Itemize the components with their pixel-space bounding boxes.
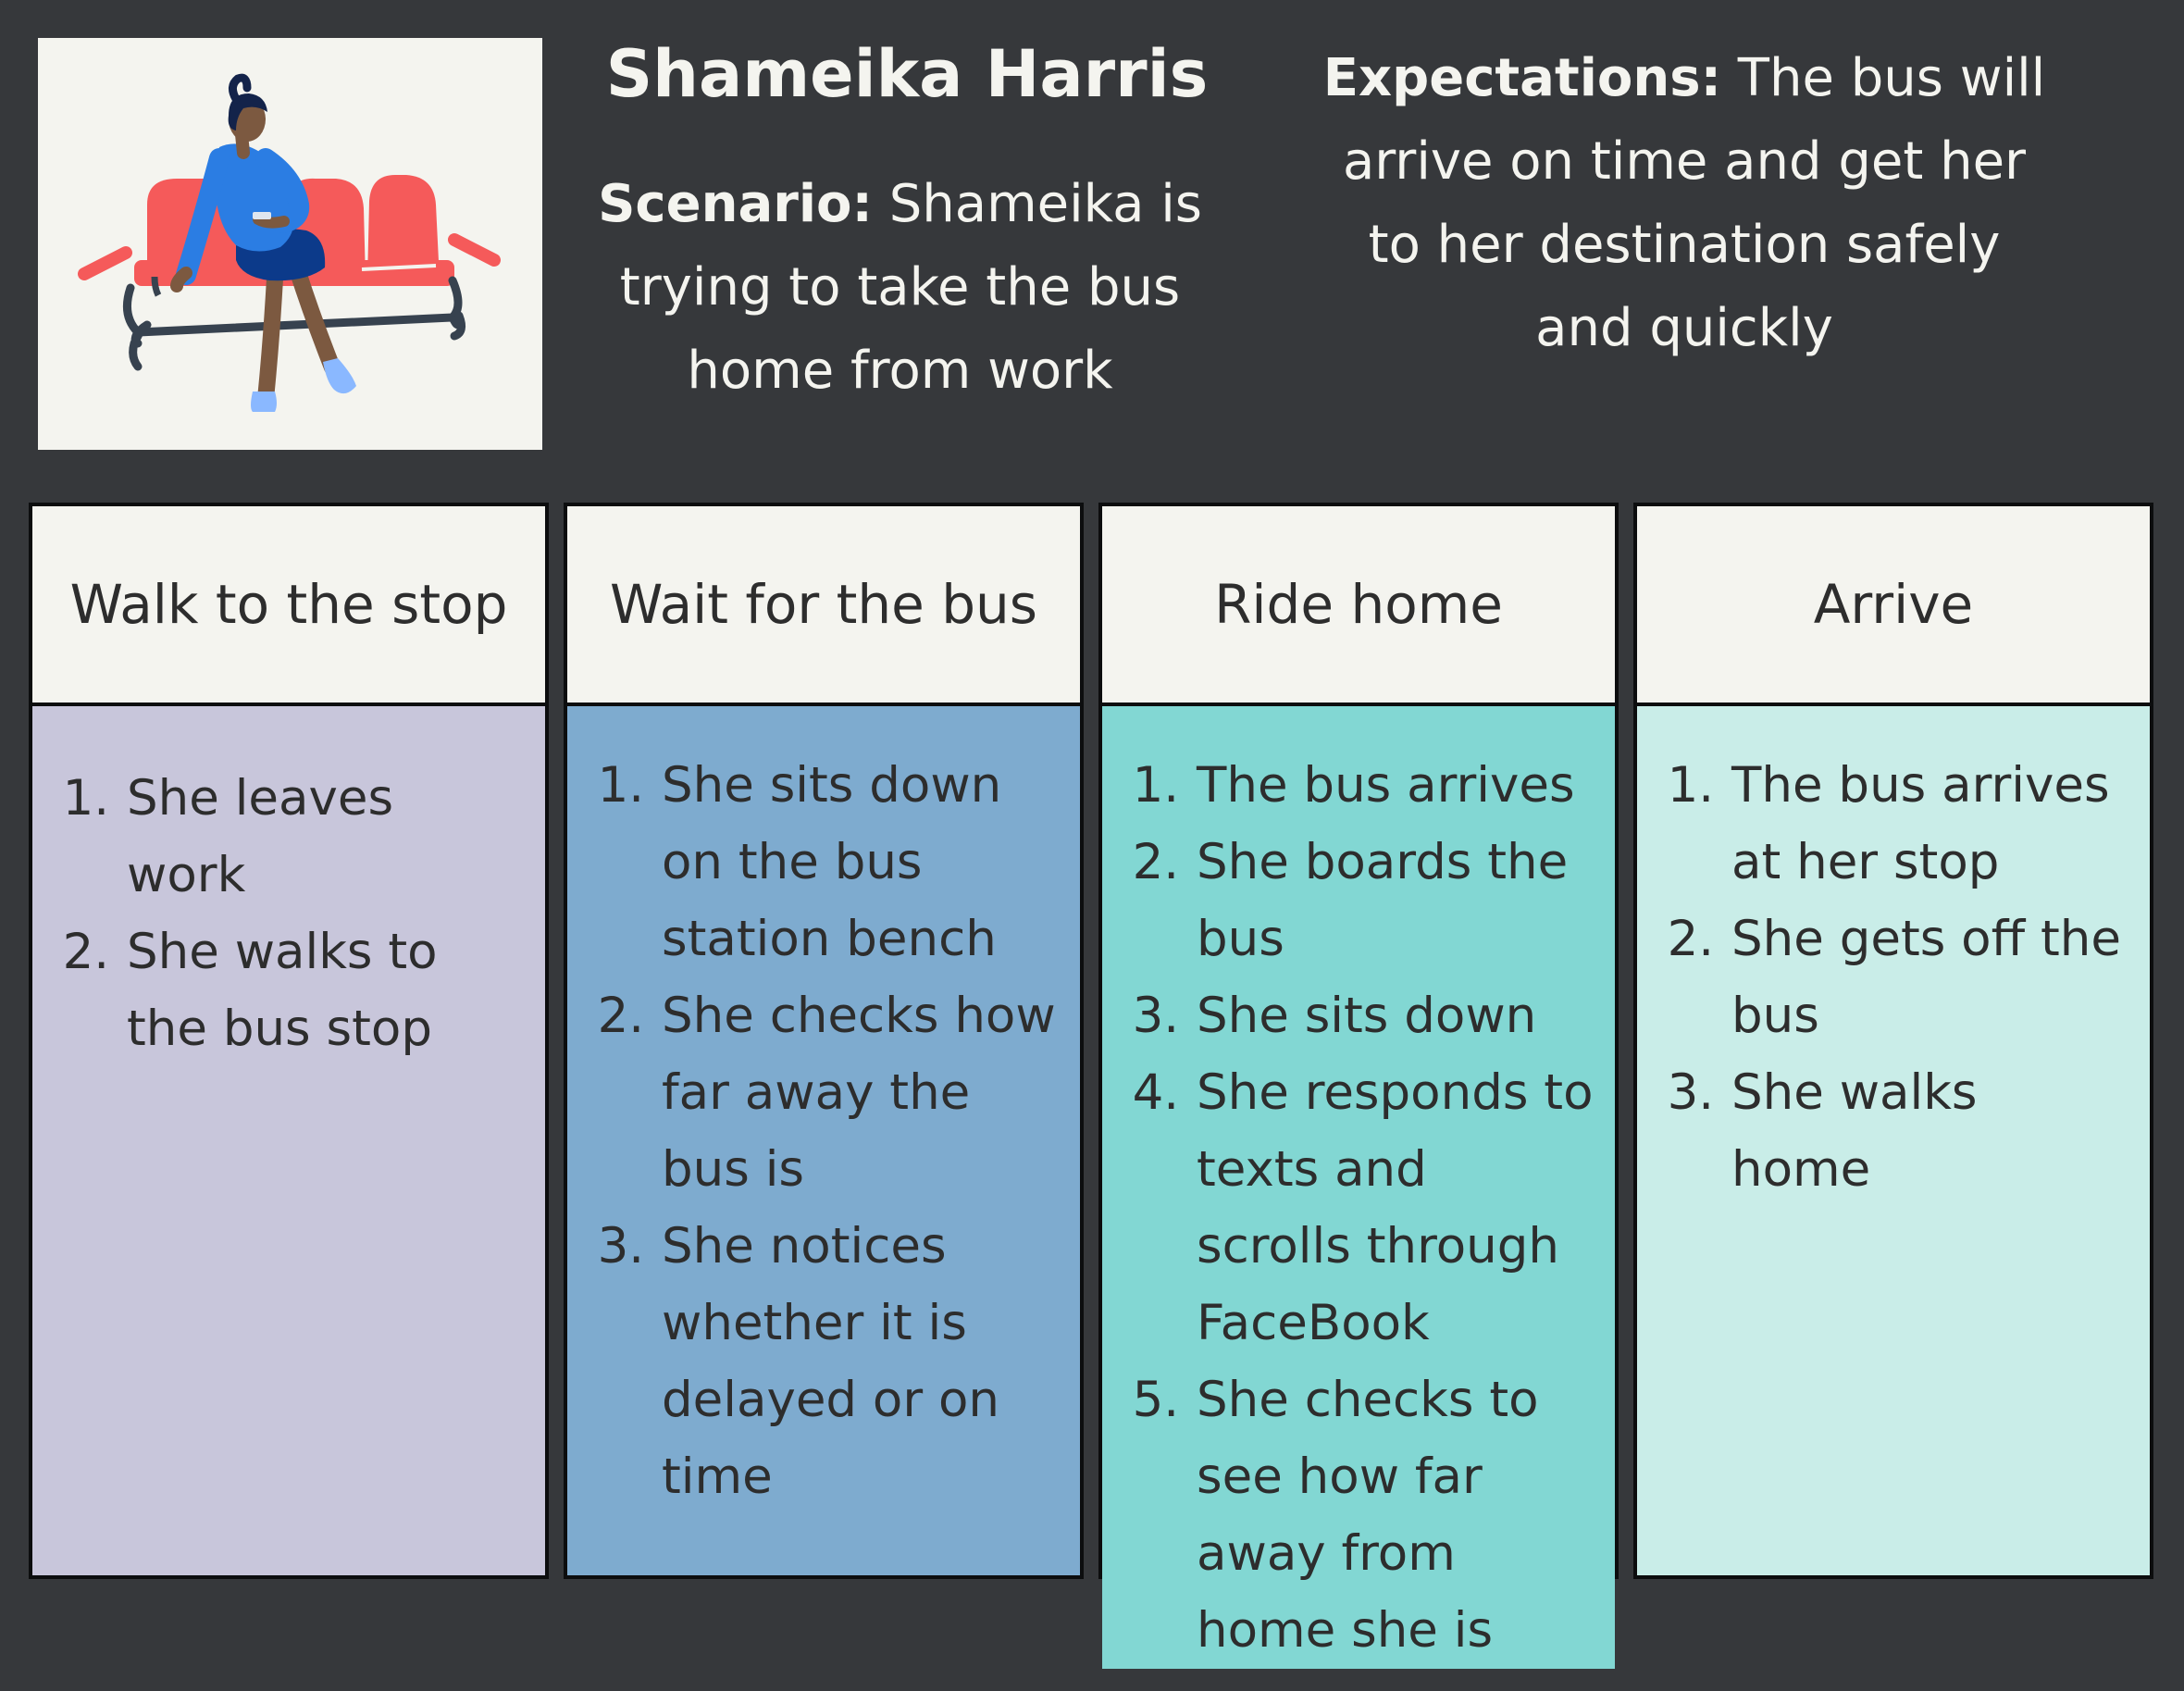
expectations-description: The bus will arrive on time and get her … [1342,48,2046,358]
stage-title: Walk to the stop [32,506,545,706]
stage-steps-panel: The bus arrives She boards the bus She s… [1102,706,1615,1669]
step-item: She walks home [1730,1054,2131,1208]
scenario-label: Scenario: [598,174,873,234]
step-item: She checks to see how far away from home… [1195,1362,1596,1669]
step-item: She checks how far away the bus is [660,977,1061,1208]
scenario-description: Shameika is trying to take the bus home … [619,174,1202,401]
stage-column-walk-to-stop: Walk to the stop She leaves work She wal… [29,503,549,1579]
stage-column-wait-for-bus: Wait for the bus She sits down on the bu… [564,503,1084,1579]
step-item: She gets off the bus [1730,901,2131,1054]
step-item: She responds to texts and scrolls throug… [1195,1054,1596,1362]
scenario-text: Scenario: Shameika is trying to take the… [592,163,1208,413]
stage-title: Wait for the bus [567,506,1080,706]
stage-column-ride-home: Ride home The bus arrives She boards the… [1098,503,1619,1669]
persona-name: Shameika Harris [605,36,1209,112]
persona-illustration [38,38,542,450]
expectations-text: Expectations: The bus will arrive on tim… [1314,37,2054,370]
step-item: She leaves work [125,760,527,914]
stage-title: Ride home [1102,506,1615,706]
stage-steps-panel: She leaves work She walks to the bus sto… [32,706,545,1575]
stage-column-arrive: Arrive The bus arrives at her stop She g… [1633,503,2153,1579]
step-item: She boards the bus [1195,824,1596,977]
step-item: She sits down on the bus station bench [660,747,1061,977]
stage-steps-panel: The bus arrives at her stop She gets off… [1637,706,2150,1575]
step-item: She notices whether it is delayed or on … [660,1208,1061,1515]
step-item: She walks to the bus stop [125,914,527,1067]
stage-title: Arrive [1637,506,2150,706]
step-list: The bus arrives She boards the bus She s… [1102,747,1596,1669]
step-item: The bus arrives at her stop [1730,747,2131,901]
step-item: The bus arrives [1195,747,1596,824]
step-item: She sits down [1195,977,1596,1054]
expectations-label: Expectations: [1322,48,1721,108]
step-list: She leaves work She walks to the bus sto… [32,760,527,1067]
step-list: The bus arrives at her stop She gets off… [1637,747,2131,1208]
woman-on-bench-illustration [78,73,501,412]
step-list: She sits down on the bus station bench S… [567,747,1061,1515]
stage-steps-panel: She sits down on the bus station bench S… [567,706,1080,1575]
